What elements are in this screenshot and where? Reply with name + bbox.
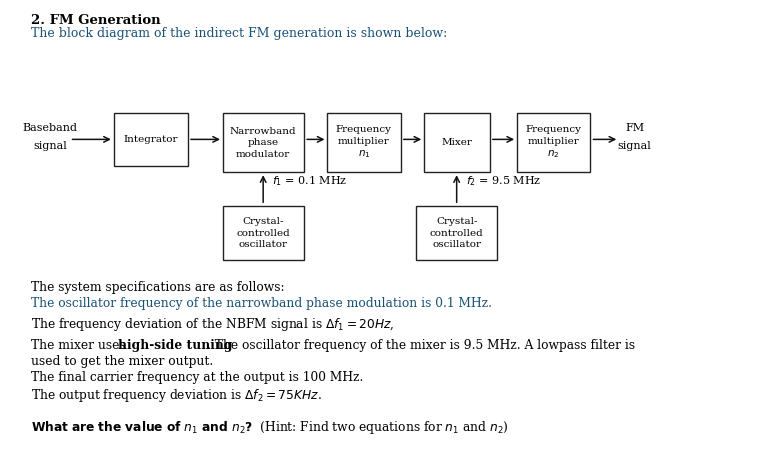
Text: Baseband: Baseband <box>22 123 78 133</box>
Text: The frequency deviation of the NBFM signal is $\Delta f_1 = 20Hz$,: The frequency deviation of the NBFM sign… <box>31 316 395 333</box>
FancyBboxPatch shape <box>223 206 303 260</box>
FancyBboxPatch shape <box>424 113 489 172</box>
Text: $f_2$ = 9.5 MHz: $f_2$ = 9.5 MHz <box>466 174 541 188</box>
Text: Crystal-
controlled
oscillator: Crystal- controlled oscillator <box>430 217 484 249</box>
Text: . The oscillator frequency of the mixer is 9.5 MHz. A lowpass filter is: . The oscillator frequency of the mixer … <box>207 339 635 351</box>
FancyBboxPatch shape <box>115 113 188 166</box>
Text: 2. FM Generation: 2. FM Generation <box>31 14 160 27</box>
FancyBboxPatch shape <box>223 113 303 172</box>
FancyBboxPatch shape <box>517 113 590 172</box>
Text: high-side tuning: high-side tuning <box>118 339 233 351</box>
Text: $\mathbf{What\ are\ the\ value\ of\ }$$n_1$$\mathbf{\ and\ }$$n_2$$\mathbf{?}$  : $\mathbf{What\ are\ the\ value\ of\ }$$n… <box>31 419 509 436</box>
Text: signal: signal <box>618 141 652 151</box>
Text: The output frequency deviation is $\Delta f_2 = 75KHz$.: The output frequency deviation is $\Delt… <box>31 387 322 404</box>
FancyBboxPatch shape <box>327 113 401 172</box>
Text: The oscillator frequency of the narrowband phase modulation is 0.1 MHz.: The oscillator frequency of the narrowba… <box>31 298 492 310</box>
Text: Crystal-
controlled
oscillator: Crystal- controlled oscillator <box>236 217 290 249</box>
Text: Frequency
multiplier
$n_1$: Frequency multiplier $n_1$ <box>336 125 392 160</box>
Text: The system specifications are as follows:: The system specifications are as follows… <box>31 282 285 294</box>
Text: signal: signal <box>33 141 67 151</box>
Text: The mixer uses: The mixer uses <box>31 339 129 351</box>
Text: Integrator: Integrator <box>124 135 178 144</box>
Text: Mixer: Mixer <box>441 138 472 147</box>
Text: $f_1$ = 0.1 MHz: $f_1$ = 0.1 MHz <box>272 174 348 188</box>
FancyBboxPatch shape <box>416 206 497 260</box>
Text: Narrowband
phase
modulator: Narrowband phase modulator <box>230 127 296 159</box>
Text: The final carrier frequency at the output is 100 MHz.: The final carrier frequency at the outpu… <box>31 371 363 383</box>
Text: FM: FM <box>625 123 644 133</box>
Text: Frequency
multiplier
$n_2$: Frequency multiplier $n_2$ <box>526 125 581 160</box>
Text: The block diagram of the indirect FM generation is shown below:: The block diagram of the indirect FM gen… <box>31 27 447 40</box>
Text: used to get the mixer output.: used to get the mixer output. <box>31 355 213 367</box>
